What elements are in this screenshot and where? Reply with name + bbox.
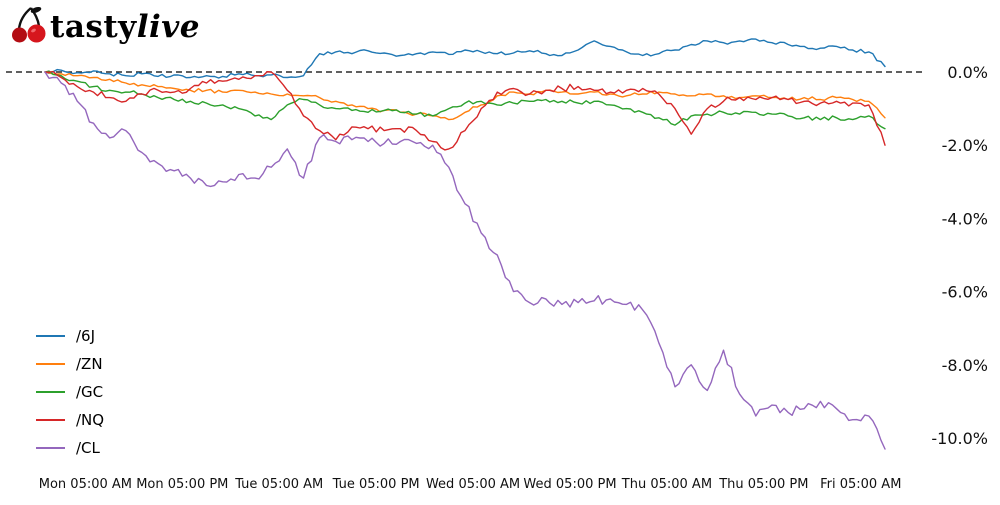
brand-logo: tastylive bbox=[10, 5, 200, 45]
legend-swatch bbox=[36, 418, 65, 421]
legend-item-nq: /NQ bbox=[36, 410, 104, 429]
series-line-cl bbox=[44, 71, 886, 450]
x-axis-tick-label: Mon 05:00 PM bbox=[136, 477, 228, 492]
legend-swatch bbox=[36, 390, 65, 393]
series-line-6j bbox=[44, 38, 886, 79]
legend-item-zn: /ZN bbox=[36, 354, 104, 373]
brand-name: tastylive bbox=[50, 12, 200, 45]
y-axis-tick-label: -10.0% bbox=[931, 429, 988, 448]
x-axis-tick-label: Wed 05:00 PM bbox=[523, 477, 616, 492]
legend-item-cl: /CL bbox=[36, 438, 104, 457]
legend-swatch bbox=[36, 446, 65, 449]
brand-tasty: tasty bbox=[50, 9, 137, 45]
y-axis-tick-label: 0.0% bbox=[947, 63, 988, 82]
cherry-icon bbox=[10, 5, 48, 45]
x-axis-tick-label: Fri 05:00 AM bbox=[820, 477, 901, 492]
y-axis-tick-label: -2.0% bbox=[942, 136, 988, 155]
legend-swatch bbox=[36, 362, 65, 365]
legend: /6J/ZN/GC/NQ/CL bbox=[36, 326, 104, 457]
legend-label: /ZN bbox=[76, 354, 103, 373]
legend-swatch bbox=[36, 334, 65, 337]
series-line-gc bbox=[44, 70, 886, 130]
legend-item-6j: /6J bbox=[36, 326, 104, 345]
legend-label: /6J bbox=[76, 326, 96, 345]
x-axis-tick-label: Mon 05:00 AM bbox=[39, 477, 132, 492]
x-axis-tick-label: Thu 05:00 PM bbox=[718, 477, 808, 492]
x-axis-tick-label: Tue 05:00 PM bbox=[332, 477, 420, 492]
y-axis-tick-label: -6.0% bbox=[942, 283, 988, 302]
series-line-zn bbox=[44, 71, 886, 121]
brand-live: live bbox=[136, 9, 200, 45]
x-axis-tick-label: Tue 05:00 AM bbox=[234, 477, 323, 492]
y-axis-tick-label: -8.0% bbox=[942, 356, 988, 375]
series-line-nq bbox=[44, 70, 886, 151]
x-axis-tick-label: Thu 05:00 AM bbox=[621, 477, 712, 492]
legend-label: /NQ bbox=[76, 410, 105, 429]
x-axis-tick-label: Wed 05:00 AM bbox=[426, 477, 520, 492]
legend-label: /CL bbox=[76, 438, 100, 457]
y-axis-tick-label: -4.0% bbox=[942, 209, 988, 228]
legend-item-gc: /GC bbox=[36, 382, 104, 401]
legend-label: /GC bbox=[76, 382, 104, 401]
